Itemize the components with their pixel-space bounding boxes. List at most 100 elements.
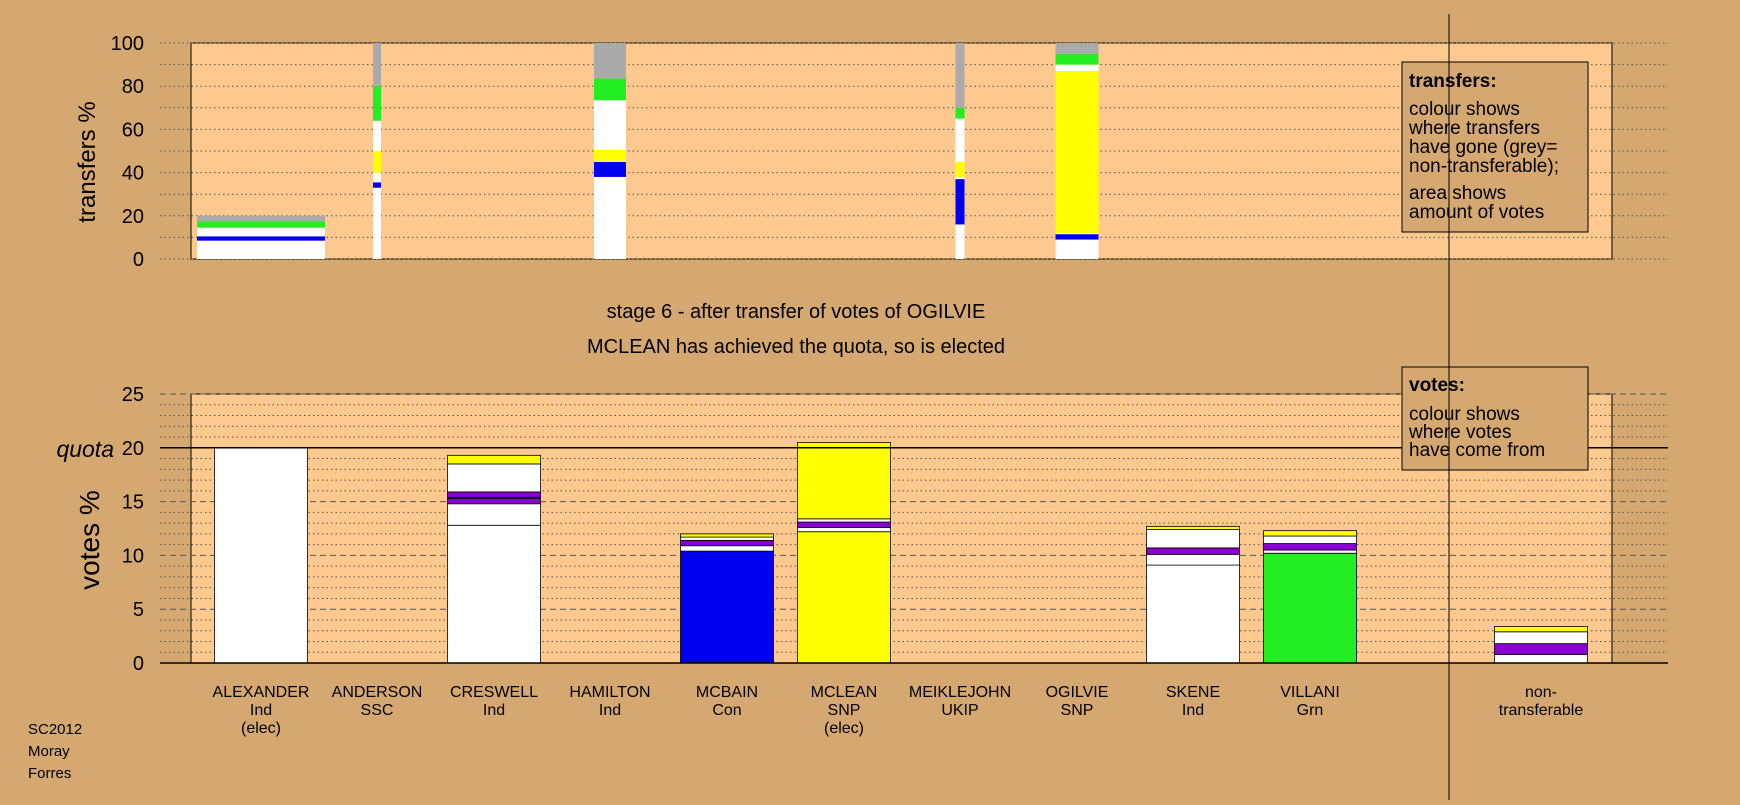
vote-segment-white <box>1494 653 1588 664</box>
votes-legend-box <box>1401 366 1589 471</box>
transfer-bar-hamilton <box>594 43 626 259</box>
vote-segment-purple <box>1494 643 1588 655</box>
transfer-segment-grey <box>1055 43 1099 54</box>
vote-segment-white <box>680 536 774 541</box>
transfer-segment-blue <box>594 161 626 177</box>
transfer-segment-white <box>955 224 965 259</box>
vote-bar-mclean <box>797 442 891 664</box>
vote-segment-yellow <box>797 531 891 664</box>
transfers-y-tick-label: 20 <box>122 206 144 228</box>
transfers-y-tick-label: 0 <box>133 249 144 271</box>
candidate-party: SNP <box>828 702 861 719</box>
transfers-legend-box <box>1401 61 1589 233</box>
vote-segment-white <box>214 447 308 664</box>
candidate-name: ALEXANDER <box>213 684 310 701</box>
transfer-segment-yellow <box>594 149 626 161</box>
candidate-party: Ind <box>599 702 621 719</box>
votes-y-tick-label: 20 <box>122 438 144 460</box>
vote-segment-white <box>447 524 541 664</box>
transfer-segment-white <box>373 120 381 151</box>
footer-council: Moray <box>28 743 70 760</box>
vote-segment-yellow <box>1494 626 1588 633</box>
vote-bar-skene <box>1146 525 1240 664</box>
transfer-segment-white <box>1055 64 1099 72</box>
candidate-name: MCLEAN <box>811 684 878 701</box>
candidate-name: MEIKLEJOHN <box>909 684 1011 701</box>
candidate-name: ANDERSON <box>332 684 423 701</box>
footer-ward: Forres <box>28 765 71 782</box>
votes-panel: 0 5 10 15 20 25 quota votes % votes: colour s… <box>56 366 1668 675</box>
transfers-panel: 0 20 40 60 80 100 transfers % transfers: colo… <box>74 33 1668 271</box>
transfer-segment-blue <box>1055 234 1099 240</box>
candidate-party: UKIP <box>941 702 978 719</box>
transfers-y-tick-label: 60 <box>122 119 144 141</box>
transfers-bars <box>197 43 1099 259</box>
vote-segment-purple <box>447 497 541 505</box>
transfers-legend-line: area shows <box>1409 183 1506 204</box>
transfers-y-ticks: 0 20 40 60 80 100 <box>111 33 144 271</box>
vote-segment-white <box>1263 549 1357 554</box>
transfers-legend-line: non-transferable); <box>1409 156 1559 177</box>
transfer-segment-yellow <box>955 161 965 177</box>
vote-segment-purple <box>680 539 774 547</box>
votes-legend-line: where votes <box>1408 422 1511 443</box>
transfers-legend-title: transfers: <box>1409 71 1497 92</box>
candidate-party: Ind <box>483 702 505 719</box>
transfer-segment-green <box>594 78 626 101</box>
candidate-party: Ind <box>1182 702 1204 719</box>
transfer-segment-white <box>955 118 965 162</box>
candidate-name: MCBAIN <box>696 684 758 701</box>
transfer-bar-alexander <box>197 215 325 259</box>
transfers-y-axis-label: transfers % <box>74 101 101 222</box>
transfer-segment-white <box>594 176 626 259</box>
transfer-segment-white <box>1055 239 1099 259</box>
transfers-legend-line: colour shows <box>1409 99 1520 120</box>
vote-segment-white <box>1494 631 1588 645</box>
transfer-segment-grey <box>373 43 381 87</box>
transfer-segment-yellow <box>1055 71 1099 234</box>
transfer-segment-green <box>955 107 965 119</box>
transfers-legend: transfers: colour shows where transfers … <box>1401 61 1589 233</box>
candidate-status: (elec) <box>241 720 281 737</box>
votes-plot-area <box>190 393 1613 664</box>
candidate-name: SKENE <box>1166 684 1220 701</box>
transfer-bar-meiklejohn <box>955 43 965 259</box>
candidate-status: (elec) <box>824 720 864 737</box>
status-headline: MCLEAN has achieved the quota, so is ele… <box>587 336 1005 358</box>
vote-segment-yellow <box>1263 530 1357 537</box>
transfers-y-tick-label: 80 <box>122 76 144 98</box>
vote-segment-blue <box>680 550 774 664</box>
votes-y-axis-label: votes % <box>74 490 105 590</box>
candidate-labels: ALEXANDERInd(elec)ANDERSONSSCCRESWELLInd… <box>213 684 1340 737</box>
transfer-segment-white <box>1055 233 1099 235</box>
votes-y-ticks: 0 5 10 15 20 25 <box>122 384 144 675</box>
vote-segment-purple <box>1146 547 1240 555</box>
vote-segment-yellow <box>1146 525 1240 530</box>
votes-legend: votes: colour shows where votes have com… <box>1401 366 1589 471</box>
votes-y-tick-label: 15 <box>122 492 144 514</box>
transfer-segment-blue <box>955 179 965 225</box>
vote-bar-villani <box>1263 530 1357 664</box>
transfers-legend-line: where transfers <box>1408 118 1540 139</box>
votes-y-tick-label: 10 <box>122 545 144 567</box>
transfer-segment-green <box>197 221 325 228</box>
vote-segment-white <box>1263 535 1357 544</box>
quota-label: quota <box>56 436 114 462</box>
vote-bar-alexander <box>214 447 308 664</box>
vote-segment-white <box>1146 529 1240 549</box>
vote-bar-mcbain <box>680 533 774 664</box>
footer-election: SC2012 <box>28 721 82 738</box>
vote-segment-white <box>1146 564 1240 664</box>
votes-legend-line: have come from <box>1409 440 1545 461</box>
candidate-party: Con <box>712 702 741 719</box>
transfers-y-tick-label: 40 <box>122 163 144 185</box>
transfer-segment-white <box>197 227 325 237</box>
transfer-segment-white <box>373 172 381 183</box>
